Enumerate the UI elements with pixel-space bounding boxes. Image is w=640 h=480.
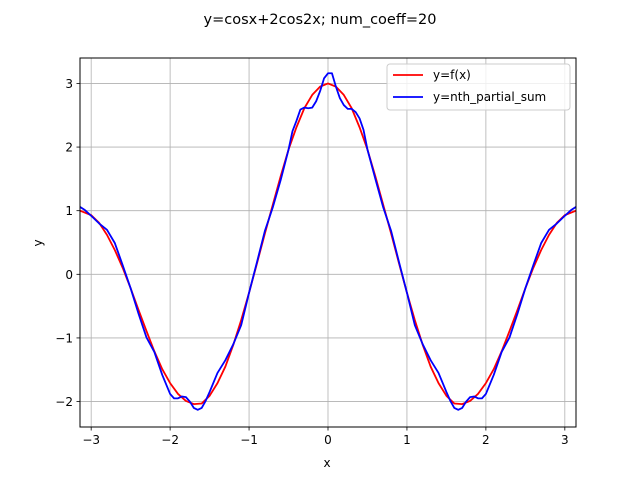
axis-ticks: −3 −2 −1 0 1 2 3 −2 −1 0 1 2 3 <box>55 77 568 447</box>
y-tick-label: 2 <box>65 141 73 155</box>
y-tick-label: 0 <box>65 268 73 282</box>
y-tick-label: 1 <box>65 204 73 218</box>
x-tick-label: −3 <box>82 433 100 447</box>
y-tick-label: −1 <box>55 331 73 345</box>
y-axis-label: y <box>31 239 45 246</box>
legend-label-f: y=f(x) <box>433 68 471 82</box>
x-tick-label: −1 <box>240 433 258 447</box>
grid <box>80 58 576 427</box>
chart-title: y=cosx+2cos2x; num_coeff=20 <box>204 12 437 28</box>
legend: y=f(x) y=nth_partial_sum <box>386 63 571 111</box>
y-tick-label: 3 <box>65 77 73 91</box>
x-tick-label: 2 <box>482 433 490 447</box>
legend-label-partial-sum: y=nth_partial_sum <box>433 90 546 104</box>
y-tick-label: −2 <box>55 395 73 409</box>
x-tick-label: 0 <box>324 433 332 447</box>
x-axis-label: x <box>323 456 330 470</box>
x-tick-label: −2 <box>161 433 179 447</box>
x-tick-label: 1 <box>403 433 411 447</box>
series-layer <box>80 72 576 411</box>
series-line-f <box>80 82 576 405</box>
x-tick-label: 3 <box>561 433 569 447</box>
legend-box <box>386 63 571 111</box>
series-line-partial-sum <box>80 72 576 411</box>
